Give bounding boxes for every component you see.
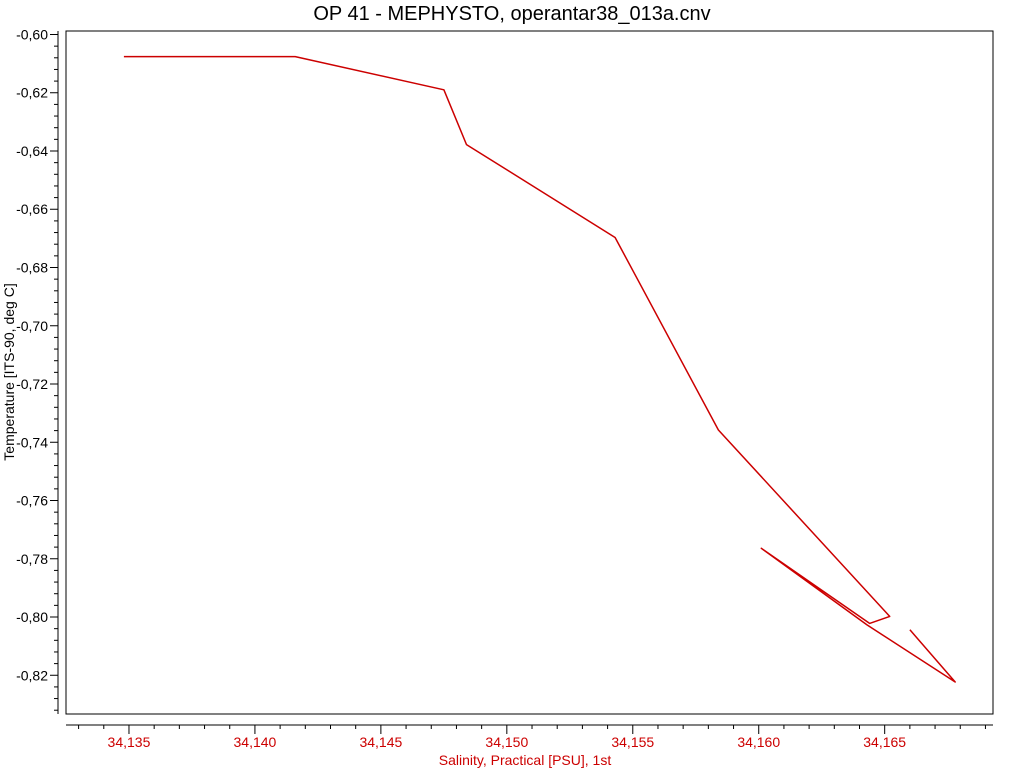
- y-tick-label: -0,62: [16, 85, 48, 101]
- chart-title: OP 41 - MEPHYSTO, operantar38_013a.cnv: [313, 3, 710, 25]
- y-tick-label: -0,82: [16, 667, 48, 683]
- y-tick-label: -0,78: [16, 551, 48, 567]
- y-tick-label: -0,68: [16, 260, 48, 276]
- x-tick-label: 34,145: [359, 734, 402, 750]
- y-tick-label: -0,72: [16, 376, 48, 392]
- y-tick-label: -0,76: [16, 493, 48, 509]
- x-tick-label: 34,160: [737, 734, 780, 750]
- x-tick-label: 34,140: [234, 734, 277, 750]
- x-axis-label: Salinity, Practical [PSU], 1st: [439, 752, 612, 768]
- x-tick-label: 34,155: [611, 734, 654, 750]
- x-axis: 34,135 34,140 34,145 34,150 34,155 34,160 34,1…: [66, 724, 993, 750]
- y-tick-label: -0,70: [16, 318, 48, 334]
- y-tick-label: -0,64: [16, 143, 48, 159]
- plot-frame: [65, 30, 994, 715]
- x-tick-label: 34,135: [108, 734, 151, 750]
- y-tick-label: -0,80: [16, 609, 48, 625]
- series-line: [123, 55, 956, 683]
- x-tick-label: 34,165: [863, 734, 906, 750]
- y-tick-label: -0,66: [16, 201, 48, 217]
- y-axis: -0,60 -0,62 -0,64 -0,66 -0,68 -0,70 -0,72 -0,74…: [16, 26, 59, 714]
- series-layer: [123, 55, 956, 683]
- y-axis-label: Temperature [ITS-90, deg C]: [1, 283, 17, 460]
- x-tick-label: 34,150: [485, 734, 528, 750]
- y-tick-label: -0,74: [16, 434, 48, 450]
- y-tick-label: -0,60: [16, 26, 48, 42]
